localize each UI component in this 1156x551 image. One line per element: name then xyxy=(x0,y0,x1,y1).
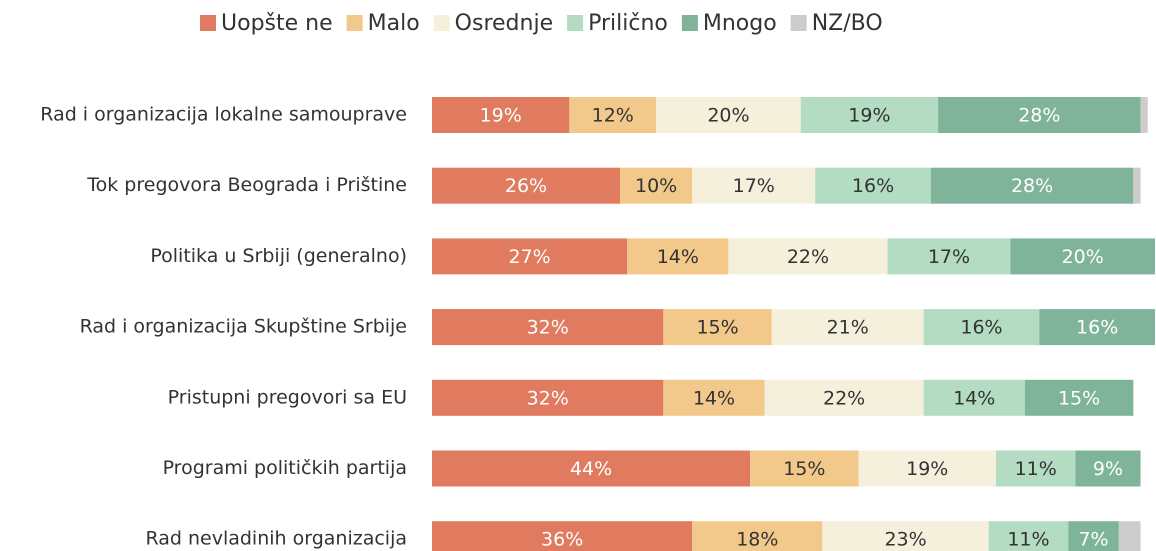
legend-swatch xyxy=(346,15,363,31)
y-tick-label: Tok pregovora Beograda i Prištine xyxy=(86,174,407,196)
y-tick-label: Politika u Srbiji (generalno) xyxy=(150,245,407,267)
bar-segment xyxy=(938,97,1141,133)
bar-segment xyxy=(432,97,570,133)
value-label: 19% xyxy=(906,458,948,480)
value-label: 23% xyxy=(884,529,926,551)
value-label: 14% xyxy=(953,387,995,409)
bar-segment xyxy=(1140,97,1148,133)
value-label: 12% xyxy=(592,105,634,127)
y-tick-label: Rad nevladinih organizacija xyxy=(145,528,407,550)
value-label: 16% xyxy=(852,175,894,197)
bar-segment xyxy=(995,450,1076,487)
value-label: 21% xyxy=(827,317,869,339)
bar-segment xyxy=(923,309,1040,346)
y-tick-label: Programi političkih partija xyxy=(163,457,407,479)
bar-segment xyxy=(663,309,772,346)
bar-segment xyxy=(656,97,801,133)
y-tick-label: Rad i organizacija lokalne samouprave xyxy=(40,104,407,126)
bar-segment xyxy=(432,521,693,551)
value-label: 22% xyxy=(787,246,829,268)
bar-segment xyxy=(930,167,1134,204)
bar-segment xyxy=(569,97,657,133)
bar-segment xyxy=(771,309,924,346)
value-label: 20% xyxy=(1062,246,1104,268)
y-tick-label: Rad i organizacija Skupštine Srbije xyxy=(80,316,407,338)
value-label: 10% xyxy=(635,175,677,197)
bar-segment xyxy=(1075,450,1141,487)
legend-swatch xyxy=(681,15,698,31)
legend-label: Malo xyxy=(368,11,420,36)
bar-segment xyxy=(619,167,693,204)
legend-label: NZ/BO xyxy=(812,11,883,36)
bar-segment xyxy=(692,521,823,551)
bar-segment xyxy=(1118,521,1141,551)
bar-segment xyxy=(750,450,859,487)
value-label: 19% xyxy=(848,105,890,127)
value-label: 32% xyxy=(527,387,569,409)
bar-segment xyxy=(627,238,729,275)
value-label: 15% xyxy=(696,317,738,339)
value-label: 14% xyxy=(657,246,699,268)
value-label: 28% xyxy=(1018,105,1060,127)
value-label: 15% xyxy=(1058,387,1100,409)
legend-label: Uopšte ne xyxy=(221,11,333,36)
bar-segment xyxy=(432,450,751,487)
bar-segment xyxy=(728,238,888,275)
value-label: 18% xyxy=(736,529,778,551)
value-label: 19% xyxy=(480,105,522,127)
bar-segment xyxy=(800,97,939,133)
value-label: 9% xyxy=(1093,458,1123,480)
legend-label: Mnogo xyxy=(703,11,777,36)
bar-segment xyxy=(1133,167,1141,204)
value-label: 28% xyxy=(1011,175,1053,197)
legend-label: Osrednje xyxy=(455,11,553,36)
legend-swatch xyxy=(433,15,450,31)
bar-segment xyxy=(432,167,620,204)
bar-segment xyxy=(663,379,765,416)
value-label: 22% xyxy=(823,387,865,409)
value-label: 17% xyxy=(928,246,970,268)
bar-segment xyxy=(815,167,931,204)
bar-segment xyxy=(432,238,628,275)
bar-segment xyxy=(432,379,664,416)
bar-segment xyxy=(858,450,996,487)
value-label: 32% xyxy=(527,317,569,339)
bar-segment xyxy=(1039,309,1155,346)
value-label: 27% xyxy=(508,246,550,268)
bar-segment xyxy=(764,379,924,416)
value-label: 26% xyxy=(505,175,547,197)
bar-segment xyxy=(887,238,1011,275)
bar-segment xyxy=(1024,379,1134,416)
value-label: 16% xyxy=(960,317,1002,339)
value-label: 7% xyxy=(1078,529,1108,551)
value-label: 44% xyxy=(570,458,612,480)
value-label: 14% xyxy=(693,387,735,409)
legend-swatch xyxy=(567,15,584,31)
legend-swatch xyxy=(200,15,216,31)
value-label: 11% xyxy=(1015,458,1057,480)
bar-segment xyxy=(432,309,664,346)
bar-segment xyxy=(1010,238,1155,275)
y-tick-label: Pristupni pregovori sa EU xyxy=(168,386,407,408)
bar-segment xyxy=(923,379,1025,416)
legend-swatch xyxy=(790,15,807,31)
bar-segment xyxy=(822,521,989,551)
value-label: 20% xyxy=(707,105,749,127)
bar-segment xyxy=(692,167,816,204)
value-label: 36% xyxy=(541,529,583,551)
value-label: 16% xyxy=(1076,317,1118,339)
bar-segment xyxy=(988,521,1069,551)
value-label: 15% xyxy=(783,458,825,480)
value-label: 11% xyxy=(1007,529,1049,551)
legend-label: Prilično xyxy=(588,11,668,36)
bar-segment xyxy=(1068,521,1119,551)
value-label: 17% xyxy=(733,175,775,197)
